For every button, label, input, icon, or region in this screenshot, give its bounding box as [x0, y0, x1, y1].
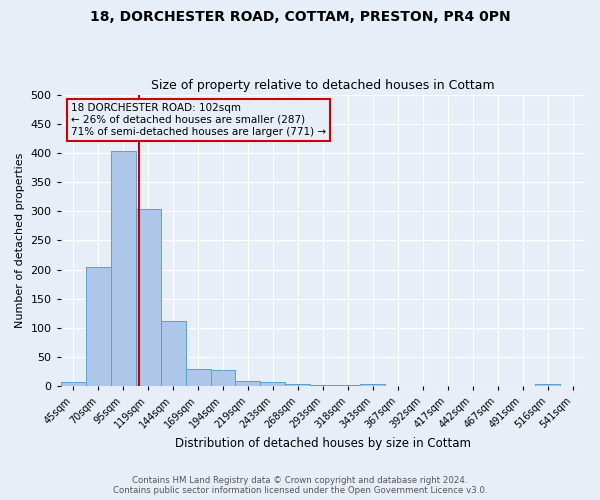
Bar [61, 382, 86, 386]
Bar [86, 267, 110, 386]
Y-axis label: Number of detached properties: Number of detached properties [15, 152, 25, 328]
Bar [310, 385, 335, 386]
Text: 18, DORCHESTER ROAD, COTTAM, PRESTON, PR4 0PN: 18, DORCHESTER ROAD, COTTAM, PRESTON, PR… [89, 10, 511, 24]
X-axis label: Distribution of detached houses by size in Cottam: Distribution of detached houses by size … [175, 437, 471, 450]
Bar [136, 210, 161, 386]
Bar [260, 382, 286, 386]
Bar [235, 381, 260, 386]
Text: Contains HM Land Registry data © Crown copyright and database right 2024.
Contai: Contains HM Land Registry data © Crown c… [113, 476, 487, 495]
Bar [361, 384, 385, 386]
Bar [535, 384, 560, 386]
Bar [161, 321, 185, 386]
Bar [286, 384, 310, 386]
Title: Size of property relative to detached houses in Cottam: Size of property relative to detached ho… [151, 79, 494, 92]
Bar [211, 370, 235, 386]
Bar [335, 385, 361, 386]
Bar [185, 368, 211, 386]
Bar [110, 150, 136, 386]
Text: 18 DORCHESTER ROAD: 102sqm
← 26% of detached houses are smaller (287)
71% of sem: 18 DORCHESTER ROAD: 102sqm ← 26% of deta… [71, 104, 326, 136]
